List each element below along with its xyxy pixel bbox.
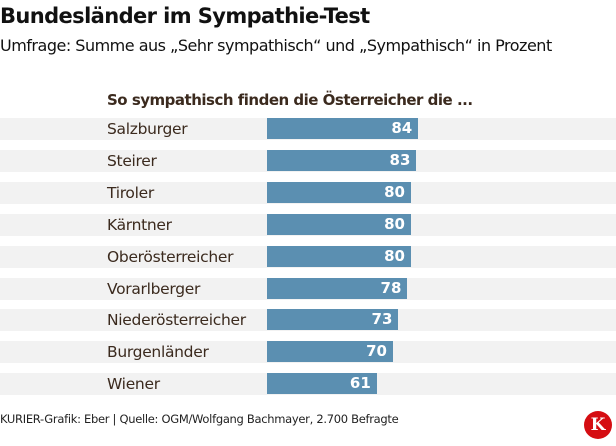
category-label: Vorarlberger	[107, 279, 201, 298]
data-label: 61	[349, 374, 371, 393]
bar-row: Wiener 61	[0, 373, 616, 396]
category-label: Kärntner	[107, 215, 172, 234]
bar-row: Tiroler 80	[0, 181, 616, 204]
data-label: 80	[384, 182, 405, 201]
data-label: 70	[366, 342, 387, 361]
bar: 80	[267, 245, 411, 267]
data-label: 78	[380, 278, 402, 297]
bar-row: Vorarlberger 78	[0, 277, 616, 300]
bar-row: Steirer 83	[0, 149, 616, 172]
category-label: Wiener	[107, 375, 160, 394]
category-label: Oberösterreicher	[107, 247, 234, 266]
category-label: Niederösterreicher	[107, 311, 246, 330]
category-label: Burgenländer	[107, 343, 209, 362]
data-label: 80	[384, 214, 405, 233]
kurier-logo-icon: K	[584, 411, 612, 439]
bar-row: Niederösterreicher 73	[0, 309, 616, 332]
chart-heading: So sympathisch finden die Österreicher d…	[107, 91, 473, 109]
chart-title: Bundesländer im Sympathie-Test	[0, 4, 370, 28]
bar: 80	[267, 181, 411, 203]
bar-row: Oberösterreicher 80	[0, 245, 616, 268]
bar: 80	[267, 213, 411, 235]
bar: 84	[267, 118, 419, 139]
bar: 61	[267, 373, 377, 395]
bar: 83	[267, 149, 417, 171]
data-label: 73	[371, 310, 393, 329]
bar: 70	[267, 341, 393, 363]
bar-row: Salzburger 84	[0, 118, 616, 140]
category-label: Steirer	[107, 151, 157, 170]
data-label: 80	[384, 246, 405, 265]
chart-subtitle: Umfrage: Summe aus „Sehr sympathisch“ un…	[0, 36, 552, 55]
bar: 73	[267, 309, 399, 331]
bar: 78	[267, 277, 408, 299]
data-label: 83	[389, 150, 411, 169]
category-label: Salzburger	[107, 120, 188, 138]
source-credit: KURIER-Grafik: Eber | Quelle: OGM/Wolfga…	[0, 412, 399, 426]
data-label: 84	[391, 119, 413, 137]
bar-row: Burgenländer 70	[0, 341, 616, 364]
bar-row: Kärntner 80	[0, 213, 616, 236]
category-label: Tiroler	[107, 183, 154, 202]
